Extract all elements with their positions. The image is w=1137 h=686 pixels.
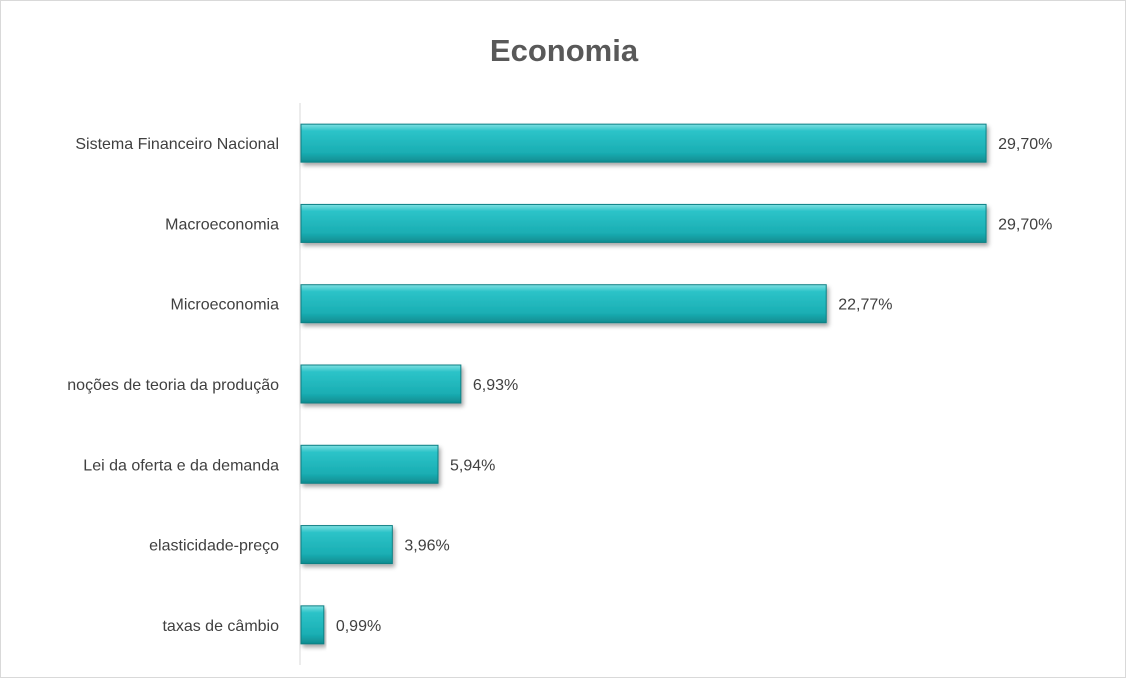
category-label: Microeconomia [171, 297, 280, 314]
category-label: Macroeconomia [165, 216, 279, 233]
data-label: 22,77% [838, 297, 892, 314]
category-label: taxas de câmbio [162, 618, 279, 635]
category-label: Lei da oferta e da demanda [83, 457, 279, 474]
bar-chart: Sistema Financeiro Nacional 29,70% Macroec… [67, 103, 1052, 665]
category-label: Sistema Financeiro Nacional [75, 136, 279, 153]
data-label: 5,94% [450, 457, 495, 474]
data-label: 29,70% [998, 216, 1052, 233]
category-label: noções de teoria da produção [67, 377, 279, 394]
data-label: 29,70% [998, 136, 1052, 153]
chart-frame: Economia Sistema Financeiro Nacional 29,7… [0, 0, 1126, 678]
bar-0 [300, 123, 987, 163]
data-label: 3,96% [404, 538, 449, 555]
bar-6 [300, 605, 325, 645]
bar-2 [300, 284, 827, 324]
category-label: elasticidade-preço [149, 538, 279, 555]
bar-1 [300, 203, 987, 243]
bar-3 [300, 364, 462, 404]
data-label: 6,93% [473, 377, 518, 394]
data-label: 0,99% [336, 618, 381, 635]
bar-5 [300, 525, 393, 565]
chart-title: Economia [489, 33, 639, 68]
bar-4 [300, 444, 439, 484]
